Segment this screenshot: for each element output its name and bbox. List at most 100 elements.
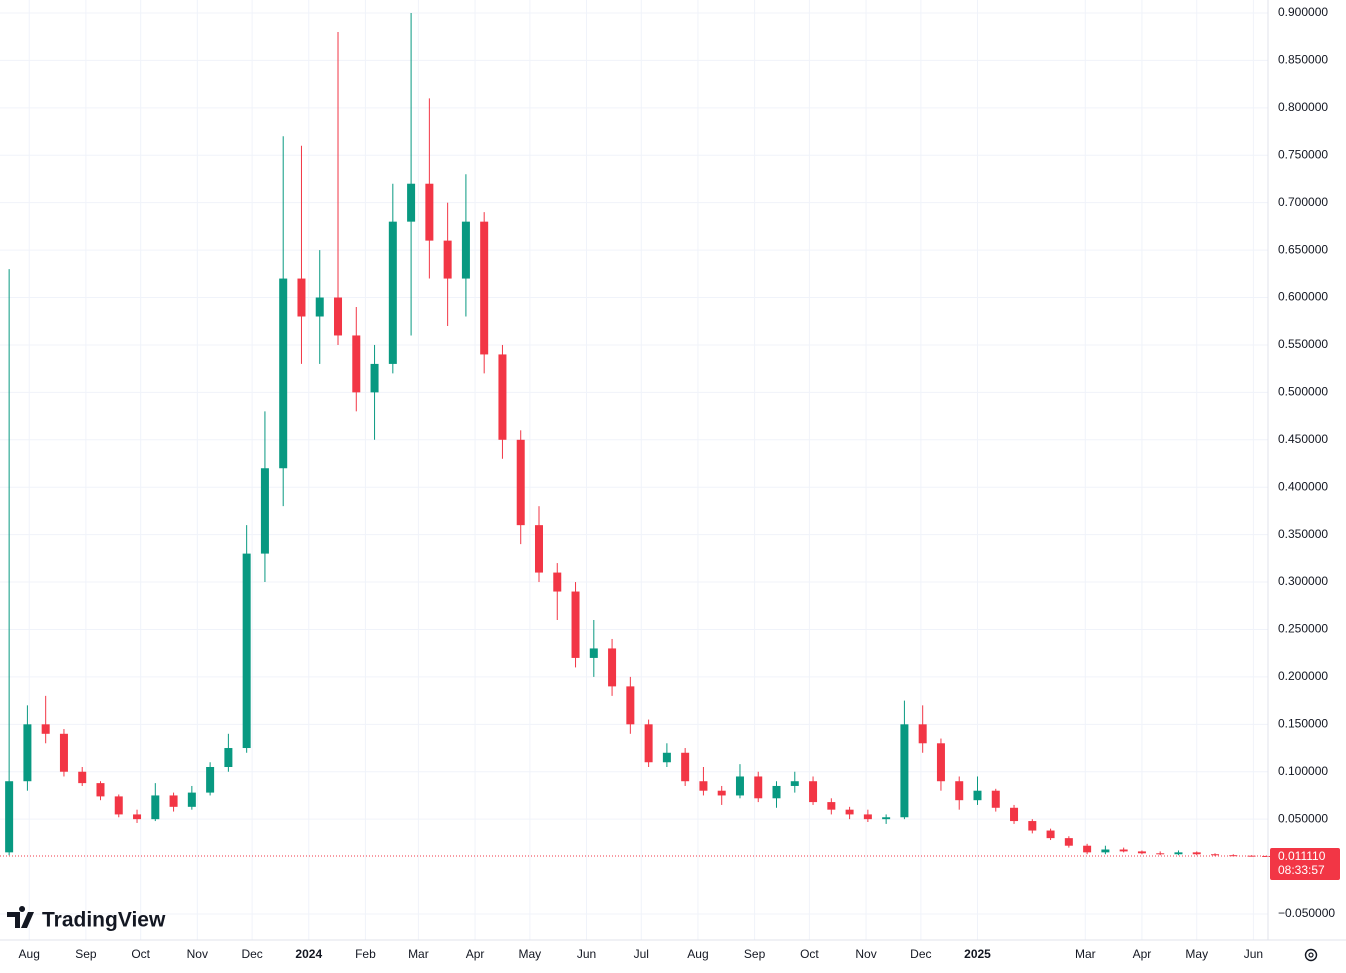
- candle-body: [790, 781, 799, 786]
- candle-body: [260, 468, 269, 554]
- candle-body: [1101, 849, 1110, 853]
- candle-body: [918, 724, 927, 744]
- candle-body: [863, 814, 872, 820]
- candle-body: [41, 724, 50, 734]
- y-tick-label: 0.300000: [1278, 574, 1328, 588]
- y-tick-label: 0.750000: [1278, 147, 1328, 161]
- candle-body: [735, 776, 744, 796]
- x-tick-label: Mar: [408, 947, 429, 961]
- candle-body: [187, 792, 196, 807]
- candle-body: [23, 724, 32, 782]
- candle-body: [827, 802, 836, 810]
- y-tick-label: 0.350000: [1278, 527, 1328, 541]
- x-tick-label: Nov: [855, 947, 876, 961]
- candle-body: [498, 354, 507, 440]
- gear-center[interactable]: [1308, 952, 1314, 958]
- x-tick-label: Jun: [577, 947, 596, 961]
- candle-body: [534, 525, 543, 573]
- candle-body: [5, 781, 14, 853]
- y-tick-label: 0.200000: [1278, 669, 1328, 683]
- candle-body: [1137, 851, 1146, 854]
- x-tick-label: Oct: [131, 947, 150, 961]
- x-tick-label: Sep: [75, 947, 97, 961]
- candle-body: [991, 790, 1000, 808]
- x-tick-label: Dec: [910, 947, 931, 961]
- settings-button[interactable]: [1304, 948, 1318, 962]
- last-price-box: [1270, 848, 1340, 881]
- y-tick-label: 0.550000: [1278, 337, 1328, 351]
- y-tick-label: 0.050000: [1278, 811, 1328, 825]
- candle-body: [59, 733, 68, 772]
- x-tick-label: May: [1185, 947, 1208, 961]
- y-tick-label: 0.700000: [1278, 195, 1328, 209]
- x-tick-label: Sep: [744, 947, 766, 961]
- candle-body: [754, 776, 763, 799]
- candle-body: [1064, 838, 1073, 846]
- candle-body: [900, 724, 909, 818]
- candle-body: [1174, 852, 1183, 855]
- candle-body: [589, 648, 598, 658]
- y-tick-label: 0.400000: [1278, 479, 1328, 493]
- x-tick-label: Apr: [466, 947, 485, 961]
- candle-body: [1010, 807, 1019, 822]
- brand-name: TradingView: [42, 909, 166, 932]
- candle-body: [279, 278, 288, 469]
- candle-body: [352, 335, 361, 393]
- y-tick-label: −0.050000: [1278, 906, 1335, 920]
- candle-body: [169, 795, 178, 807]
- candle-body: [1028, 821, 1037, 831]
- candle-body: [370, 363, 379, 393]
- y-tick-label: 0.850000: [1278, 53, 1328, 67]
- candle-body: [224, 748, 233, 767]
- candle-body: [717, 790, 726, 796]
- last-price-label: 0.011110: [1278, 849, 1326, 863]
- candle-body: [206, 766, 215, 793]
- x-tick-label: Dec: [241, 947, 262, 961]
- y-tick-label: 0.250000: [1278, 622, 1328, 636]
- candle-body: [443, 240, 452, 279]
- x-tick-label: Aug: [687, 947, 708, 961]
- candle-body: [1156, 853, 1165, 855]
- candle-body: [973, 790, 982, 801]
- countdown-label: 08:33:57: [1278, 863, 1325, 877]
- x-tick-label: 2025: [964, 947, 991, 961]
- candle-body: [1046, 830, 1055, 839]
- candle-body: [461, 221, 470, 279]
- candle-body: [571, 591, 580, 658]
- candle-body: [882, 817, 891, 820]
- candle-body: [388, 221, 397, 364]
- candle-body: [114, 796, 123, 815]
- y-tick-label: 0.650000: [1278, 242, 1328, 256]
- gear-icon[interactable]: [1304, 948, 1318, 962]
- y-tick-label: 0.900000: [1278, 5, 1328, 19]
- candle-body: [608, 648, 617, 687]
- x-tick-label: 2024: [295, 947, 322, 961]
- candle-body: [644, 724, 653, 763]
- candle-body: [772, 785, 781, 799]
- candle-body: [662, 752, 671, 763]
- x-tick-label: Oct: [800, 947, 819, 961]
- candle-body: [151, 795, 160, 820]
- candle-body: [699, 781, 708, 791]
- candle-body: [553, 572, 562, 592]
- candle-body: [1211, 854, 1220, 856]
- y-tick-label: 0.500000: [1278, 385, 1328, 399]
- x-tick-label: Jul: [634, 947, 649, 961]
- candle-body: [480, 221, 489, 355]
- candle-body: [845, 809, 854, 815]
- x-tick-label: Nov: [187, 947, 208, 961]
- candle-body: [78, 771, 87, 784]
- candle-body: [955, 781, 964, 801]
- candle-body: [936, 743, 945, 782]
- candle-body: [133, 814, 142, 820]
- brand-logo: TradingView: [7, 906, 166, 932]
- candle-body: [681, 752, 690, 782]
- candle-body: [1119, 849, 1128, 852]
- candle-body: [297, 278, 306, 317]
- x-tick-label: May: [519, 947, 542, 961]
- x-tick-label: Aug: [19, 947, 40, 961]
- candle-body: [516, 439, 525, 526]
- candle-body: [626, 686, 635, 725]
- candle-body: [96, 783, 105, 797]
